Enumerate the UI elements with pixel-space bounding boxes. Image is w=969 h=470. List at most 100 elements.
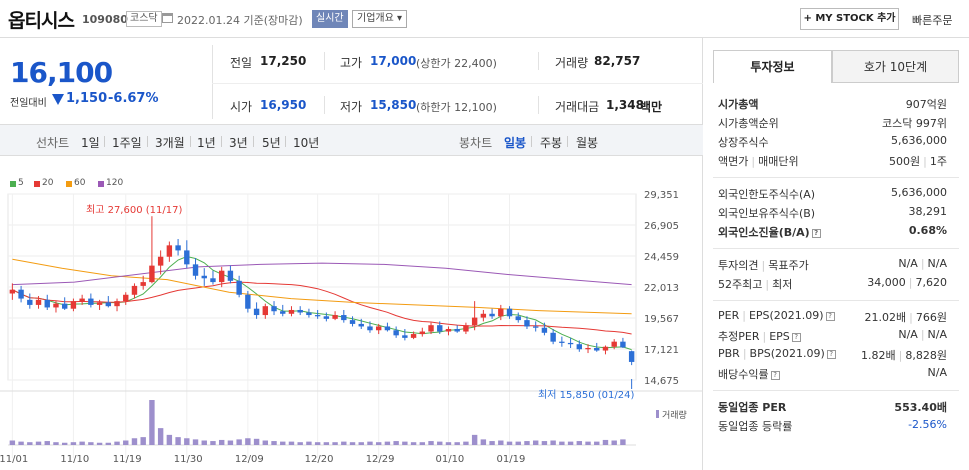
sector-change-label[interactable]: 동일업종 등락률 <box>718 420 793 433</box>
volume-bar <box>18 441 24 445</box>
add-mystock-button[interactable]: + MY STOCK 추가 <box>800 8 899 30</box>
candle-daily[interactable]: 일봉 <box>504 136 527 150</box>
help-icon[interactable]: ? <box>826 349 836 359</box>
quick-order-button[interactable]: 빠른주문 <box>912 14 953 27</box>
period-3m[interactable]: 3개월 <box>155 136 185 150</box>
volume-bar <box>480 439 487 445</box>
volume-bar <box>253 438 260 445</box>
dividend-label-row: 배당수익률? <box>718 366 780 382</box>
candle-body <box>288 309 295 314</box>
divider <box>190 136 191 147</box>
candle-weekly[interactable]: 주봉 <box>540 136 563 150</box>
volume-bar <box>166 434 173 445</box>
volume-value: 82,757 <box>594 54 641 68</box>
volume-bar <box>140 437 146 445</box>
line-chart-label: 선차트 <box>36 136 70 150</box>
candle-body <box>349 320 356 324</box>
period-1d[interactable]: 1일 <box>81 136 100 150</box>
volume-bar <box>428 441 434 445</box>
divider: | <box>908 276 913 289</box>
candle-monthly[interactable]: 월봉 <box>576 136 599 150</box>
volume-bar <box>341 441 347 445</box>
help-icon[interactable]: ? <box>770 370 780 380</box>
dividend-value: N/A <box>927 366 947 379</box>
est-eps-label: EPS <box>769 330 790 343</box>
candle-body <box>419 331 426 335</box>
volume-bar <box>210 441 216 445</box>
sector-per-label[interactable]: 동일업종 PER <box>718 401 787 414</box>
volume-bar <box>393 441 399 445</box>
stock-code: 109080 <box>82 13 128 26</box>
help-icon[interactable]: ? <box>811 228 821 238</box>
candle-body <box>210 278 216 283</box>
ma5-line <box>12 255 632 351</box>
divider <box>713 300 959 301</box>
candlestick-chart[interactable]: 29,351 26,905 24,459 22,013 19,567 17,121 14,6… <box>0 186 703 470</box>
volume-bar <box>79 441 85 445</box>
candle-body <box>585 347 591 350</box>
candle-body <box>166 245 173 257</box>
volume-bar <box>602 439 609 445</box>
candle-body <box>280 311 286 314</box>
candle-body <box>9 289 16 294</box>
listed-shares-value: 5,636,000 <box>891 134 947 147</box>
tab-order-book[interactable]: 호가 10단계 <box>832 50 959 83</box>
volume-bar <box>620 439 626 445</box>
volume-bar <box>506 441 513 445</box>
low-value: 15,850 <box>370 98 417 112</box>
period-10y[interactable]: 10년 <box>293 136 320 150</box>
divider <box>567 136 568 147</box>
est-per-eps-value: N/A | N/A <box>898 328 947 341</box>
est-per-label: 추정PER <box>718 330 760 343</box>
volume-bar <box>349 442 356 445</box>
candle-body <box>393 330 399 336</box>
market-cap-rank-label[interactable]: 시가총액순위 <box>718 117 779 130</box>
candle-body <box>332 315 338 319</box>
candle-body <box>218 270 225 283</box>
calendar-icon <box>162 13 173 23</box>
upper-limit: (상한가 22,400) <box>416 57 497 70</box>
par-trade-unit-value: 500원 | 1주 <box>889 153 947 169</box>
stock-name: 옵티시스 <box>8 10 75 32</box>
company-info-dropdown[interactable]: 기업개요 ▾ <box>352 10 407 28</box>
candle-body <box>532 326 539 328</box>
candle-body <box>35 299 42 305</box>
help-icon[interactable]: ? <box>825 311 835 321</box>
period-1y[interactable]: 1년 <box>197 136 216 150</box>
volume-bar <box>498 440 504 445</box>
volume-bar <box>445 442 452 445</box>
sector-per-value: 553.40배 <box>894 401 947 414</box>
candle-body <box>567 342 574 345</box>
candle-body <box>628 351 635 362</box>
volume-bar <box>532 440 539 445</box>
divider <box>285 136 286 147</box>
candle-body <box>105 302 112 307</box>
per-label: PER <box>718 309 740 322</box>
candle-body <box>402 335 408 338</box>
divider: | <box>909 311 913 324</box>
volume-bar <box>271 441 277 445</box>
candle-body <box>314 315 321 317</box>
volume-bar <box>262 440 269 445</box>
volume-bar <box>314 442 321 445</box>
volume-bar <box>375 442 382 445</box>
base-date: 2022.01.24 기준(장마감) <box>177 14 303 27</box>
help-icon[interactable]: ? <box>791 332 801 342</box>
candle-body <box>140 282 146 286</box>
volume-bar <box>471 434 478 445</box>
volume-bar <box>157 428 164 445</box>
realtime-button[interactable]: 실시간 <box>312 10 348 28</box>
x-tick-label: 11/19 <box>113 454 142 465</box>
candle-body <box>437 325 443 332</box>
volume-bar <box>9 440 16 445</box>
foreign-hold-label: 외국인보유주식수(B) <box>718 207 816 220</box>
legend-ma20: 20 <box>42 178 54 188</box>
volume-bar <box>61 442 68 445</box>
period-5y[interactable]: 5년 <box>262 136 281 150</box>
candle-body <box>541 327 548 333</box>
candle-body <box>428 325 434 332</box>
volume-bar <box>594 441 600 445</box>
period-3y[interactable]: 3년 <box>229 136 248 150</box>
tab-investment-info[interactable]: 투자정보 <box>713 50 832 83</box>
period-1w[interactable]: 1주일 <box>112 136 142 150</box>
